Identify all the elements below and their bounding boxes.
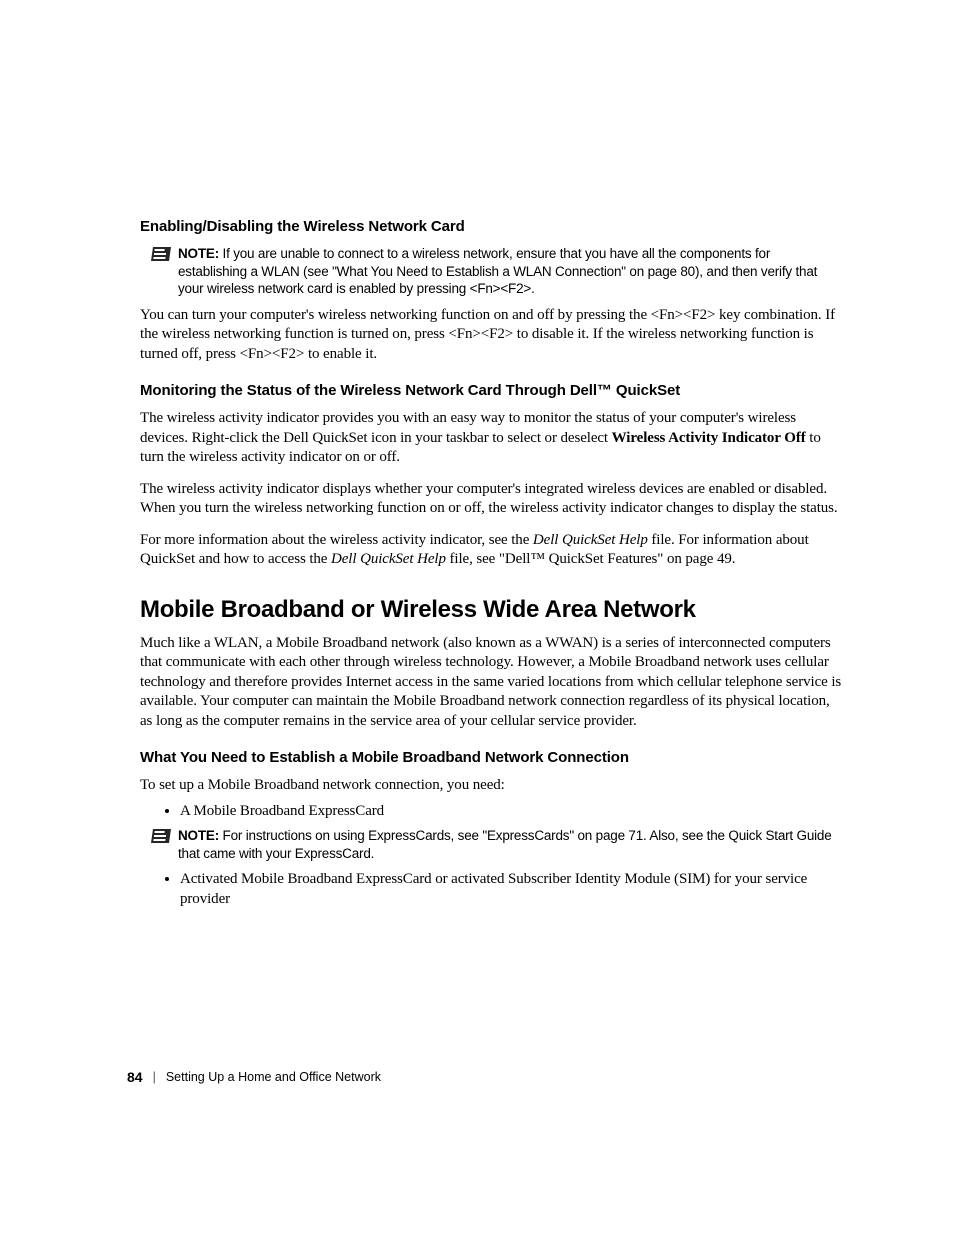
list-item: Activated Mobile Broadband ExpressCard o… <box>180 870 842 909</box>
heading-monitoring-status: Monitoring the Status of the Wireless Ne… <box>140 382 842 399</box>
note-block-expresscard: NOTE: For instructions on using ExpressC… <box>140 827 842 862</box>
bullet-list: A Mobile Broadband ExpressCard <box>140 802 842 822</box>
note-label: NOTE: <box>178 246 219 261</box>
note-body: If you are unable to connect to a wirele… <box>178 246 817 296</box>
heading-mobile-broadband: Mobile Broadband or Wireless Wide Area N… <box>140 596 842 624</box>
paragraph-quickset-help: For more information about the wireless … <box>140 531 842 570</box>
document-page: Enabling/Disabling the Wireless Network … <box>0 0 954 1235</box>
list-item: A Mobile Broadband ExpressCard <box>180 802 842 822</box>
text-italic-help2: Dell QuickSet Help <box>331 551 446 567</box>
paragraph-activity-indicator: The wireless activity indicator provides… <box>140 409 842 468</box>
paragraph-setup-intro: To set up a Mobile Broadband network con… <box>140 776 842 796</box>
note-label: NOTE: <box>178 828 219 843</box>
note-text: NOTE: For instructions on using ExpressC… <box>178 827 842 862</box>
text-bold-indicator-off: Wireless Activity Indicator Off <box>612 430 806 446</box>
paragraph-fn-f2: You can turn your computer's wireless ne… <box>140 306 842 365</box>
heading-what-you-need: What You Need to Establish a Mobile Broa… <box>140 749 842 766</box>
paragraph-indicator-display: The wireless activity indicator displays… <box>140 480 842 519</box>
note-body: For instructions on using ExpressCards, … <box>178 828 832 861</box>
footer-title: Setting Up a Home and Office Network <box>166 1070 381 1084</box>
note-icon <box>151 829 171 843</box>
note-icon <box>151 247 171 261</box>
text-run: For more information about the wireless … <box>140 532 533 548</box>
page-footer: 84 | Setting Up a Home and Office Networ… <box>127 1069 381 1085</box>
note-text: NOTE: If you are unable to connect to a … <box>178 245 842 298</box>
page-number: 84 <box>127 1069 143 1085</box>
bullet-list: Activated Mobile Broadband ExpressCard o… <box>140 870 842 909</box>
text-run: file, see "Dell™ QuickSet Features" on p… <box>446 551 736 567</box>
footer-separator: | <box>153 1070 156 1084</box>
note-block-wlan: NOTE: If you are unable to connect to a … <box>140 245 842 298</box>
text-italic-help1: Dell QuickSet Help <box>533 532 648 548</box>
paragraph-wwan-intro: Much like a WLAN, a Mobile Broadband net… <box>140 634 842 732</box>
heading-enabling-disabling: Enabling/Disabling the Wireless Network … <box>140 218 842 235</box>
